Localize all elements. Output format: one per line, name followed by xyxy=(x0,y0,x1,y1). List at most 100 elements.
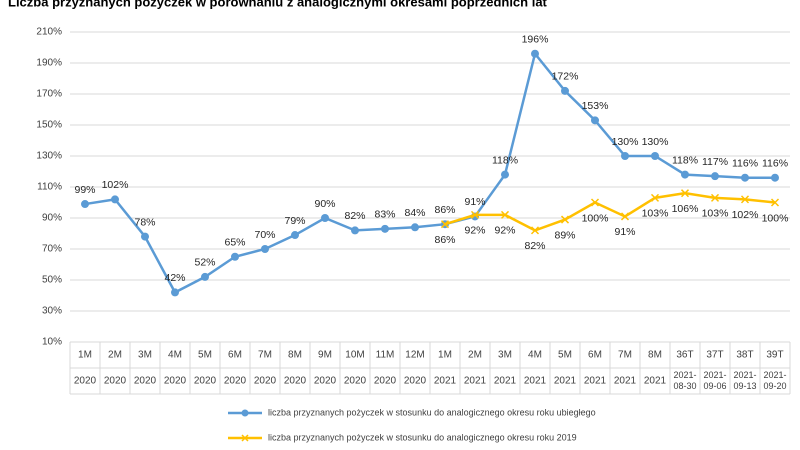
x-tick-label: 7M xyxy=(258,350,272,361)
data-label: 118% xyxy=(672,154,698,166)
point xyxy=(501,170,509,179)
x-group-part: 08-30 xyxy=(673,381,696,391)
point xyxy=(591,116,599,125)
data-label: 70% xyxy=(254,229,275,241)
point xyxy=(621,152,629,160)
data-label: 99% xyxy=(74,184,95,196)
x-group-label: 2021-09-20 xyxy=(763,370,786,391)
series-line xyxy=(444,191,776,232)
data-label: 102% xyxy=(102,179,129,191)
point xyxy=(321,214,329,222)
x-group-label: 2020 xyxy=(284,376,307,387)
x-tick-label: 11M xyxy=(376,350,395,361)
x-group-label: 2021 xyxy=(464,376,487,387)
point xyxy=(291,231,299,240)
x-group-label: 2021 xyxy=(584,376,607,387)
x-group-label: 2020 xyxy=(74,376,97,387)
x-group-part: 2021- xyxy=(733,370,756,380)
data-label: 82% xyxy=(344,210,365,222)
point xyxy=(201,272,209,281)
point xyxy=(590,198,600,207)
point xyxy=(681,170,689,179)
point xyxy=(711,172,719,181)
x-tick-label: 2M xyxy=(468,350,482,361)
y-tick-label: 150% xyxy=(36,120,62,131)
point xyxy=(710,193,720,202)
x-group-label: 2021-09-06 xyxy=(703,370,726,391)
data-label: 82% xyxy=(524,240,545,252)
point xyxy=(81,200,89,209)
legend-label: liczba przyznanych pożyczek w stosunku d… xyxy=(268,432,577,442)
x-tick-label: 8M xyxy=(288,350,302,361)
data-label: 172% xyxy=(552,71,579,83)
data-label: 130% xyxy=(612,136,639,148)
x-group-label: 2020 xyxy=(344,376,367,387)
data-label: 86% xyxy=(434,204,455,216)
x-group-part: 2021- xyxy=(673,370,696,380)
chart-title: Liczba przyznanych pożyczek w porównaniu… xyxy=(8,0,548,9)
x-group-label: 2021-08-30 xyxy=(673,370,696,391)
x-tick-label: 39T xyxy=(766,350,783,361)
data-label: 83% xyxy=(374,209,395,221)
y-tick-label: 90% xyxy=(42,213,62,224)
point xyxy=(651,152,659,160)
y-tick-label: 210% xyxy=(36,27,62,38)
x-group-part: 2021- xyxy=(703,370,726,380)
x-tick-label: 9M xyxy=(318,350,332,361)
x-tick-label: 8M xyxy=(648,350,662,361)
x-group-label: 2021 xyxy=(614,376,637,387)
x-group-label: 2020 xyxy=(134,376,157,387)
point xyxy=(620,212,630,221)
data-label: 130% xyxy=(642,136,669,148)
point xyxy=(141,232,149,241)
point xyxy=(351,226,359,235)
y-tick-label: 110% xyxy=(37,182,62,193)
data-label: 65% xyxy=(224,237,245,249)
x-group-label: 2020 xyxy=(314,376,337,387)
x-tick-label: 10M xyxy=(345,350,364,361)
data-label: 42% xyxy=(164,272,185,284)
point xyxy=(171,288,179,297)
data-label: 116% xyxy=(762,157,788,169)
legend-marker xyxy=(241,434,249,442)
data-label: 100% xyxy=(762,212,789,224)
x-tick-label: 1M xyxy=(438,350,452,361)
x-tick-label: 3M xyxy=(138,350,152,361)
data-label: 91% xyxy=(464,196,485,208)
data-label: 103% xyxy=(642,208,669,220)
x-tick-label: 6M xyxy=(228,350,242,361)
x-tick-label: 1M xyxy=(78,350,92,361)
x-group-label: 2020 xyxy=(374,376,397,387)
y-tick-label: 50% xyxy=(42,275,62,286)
x-tick-label: 5M xyxy=(198,350,212,361)
x-group-label: 2021 xyxy=(554,376,577,387)
legend-label: liczba przyznanych pożyczek w stosunku d… xyxy=(268,407,596,417)
x-group-label: 2020 xyxy=(254,376,277,387)
point xyxy=(771,173,779,182)
x-group-part: 09-13 xyxy=(733,381,756,391)
y-tick-label: 30% xyxy=(42,306,62,317)
data-label: 102% xyxy=(732,209,759,221)
point xyxy=(680,189,690,198)
y-tick-label: 190% xyxy=(36,58,62,69)
data-label: 117% xyxy=(702,156,728,168)
x-group-label: 2021 xyxy=(524,376,547,387)
x-tick-label: 4M xyxy=(168,350,182,361)
data-label: 106% xyxy=(672,203,699,215)
data-label: 118% xyxy=(492,154,518,166)
point xyxy=(770,198,780,207)
x-group-part: 09-06 xyxy=(703,381,726,391)
point xyxy=(561,86,569,95)
data-label: 89% xyxy=(554,229,575,241)
x-tick-label: 37T xyxy=(706,350,723,361)
data-label: 92% xyxy=(464,225,485,237)
data-label: 103% xyxy=(702,208,729,220)
point xyxy=(381,224,389,233)
y-tick-label: 130% xyxy=(36,151,62,162)
x-tick-label: 5M xyxy=(558,350,572,361)
point xyxy=(111,195,119,204)
x-tick-label: 4M xyxy=(528,350,542,361)
legend-marker xyxy=(241,409,249,417)
data-label: 52% xyxy=(194,257,215,269)
data-label: 79% xyxy=(284,215,305,227)
